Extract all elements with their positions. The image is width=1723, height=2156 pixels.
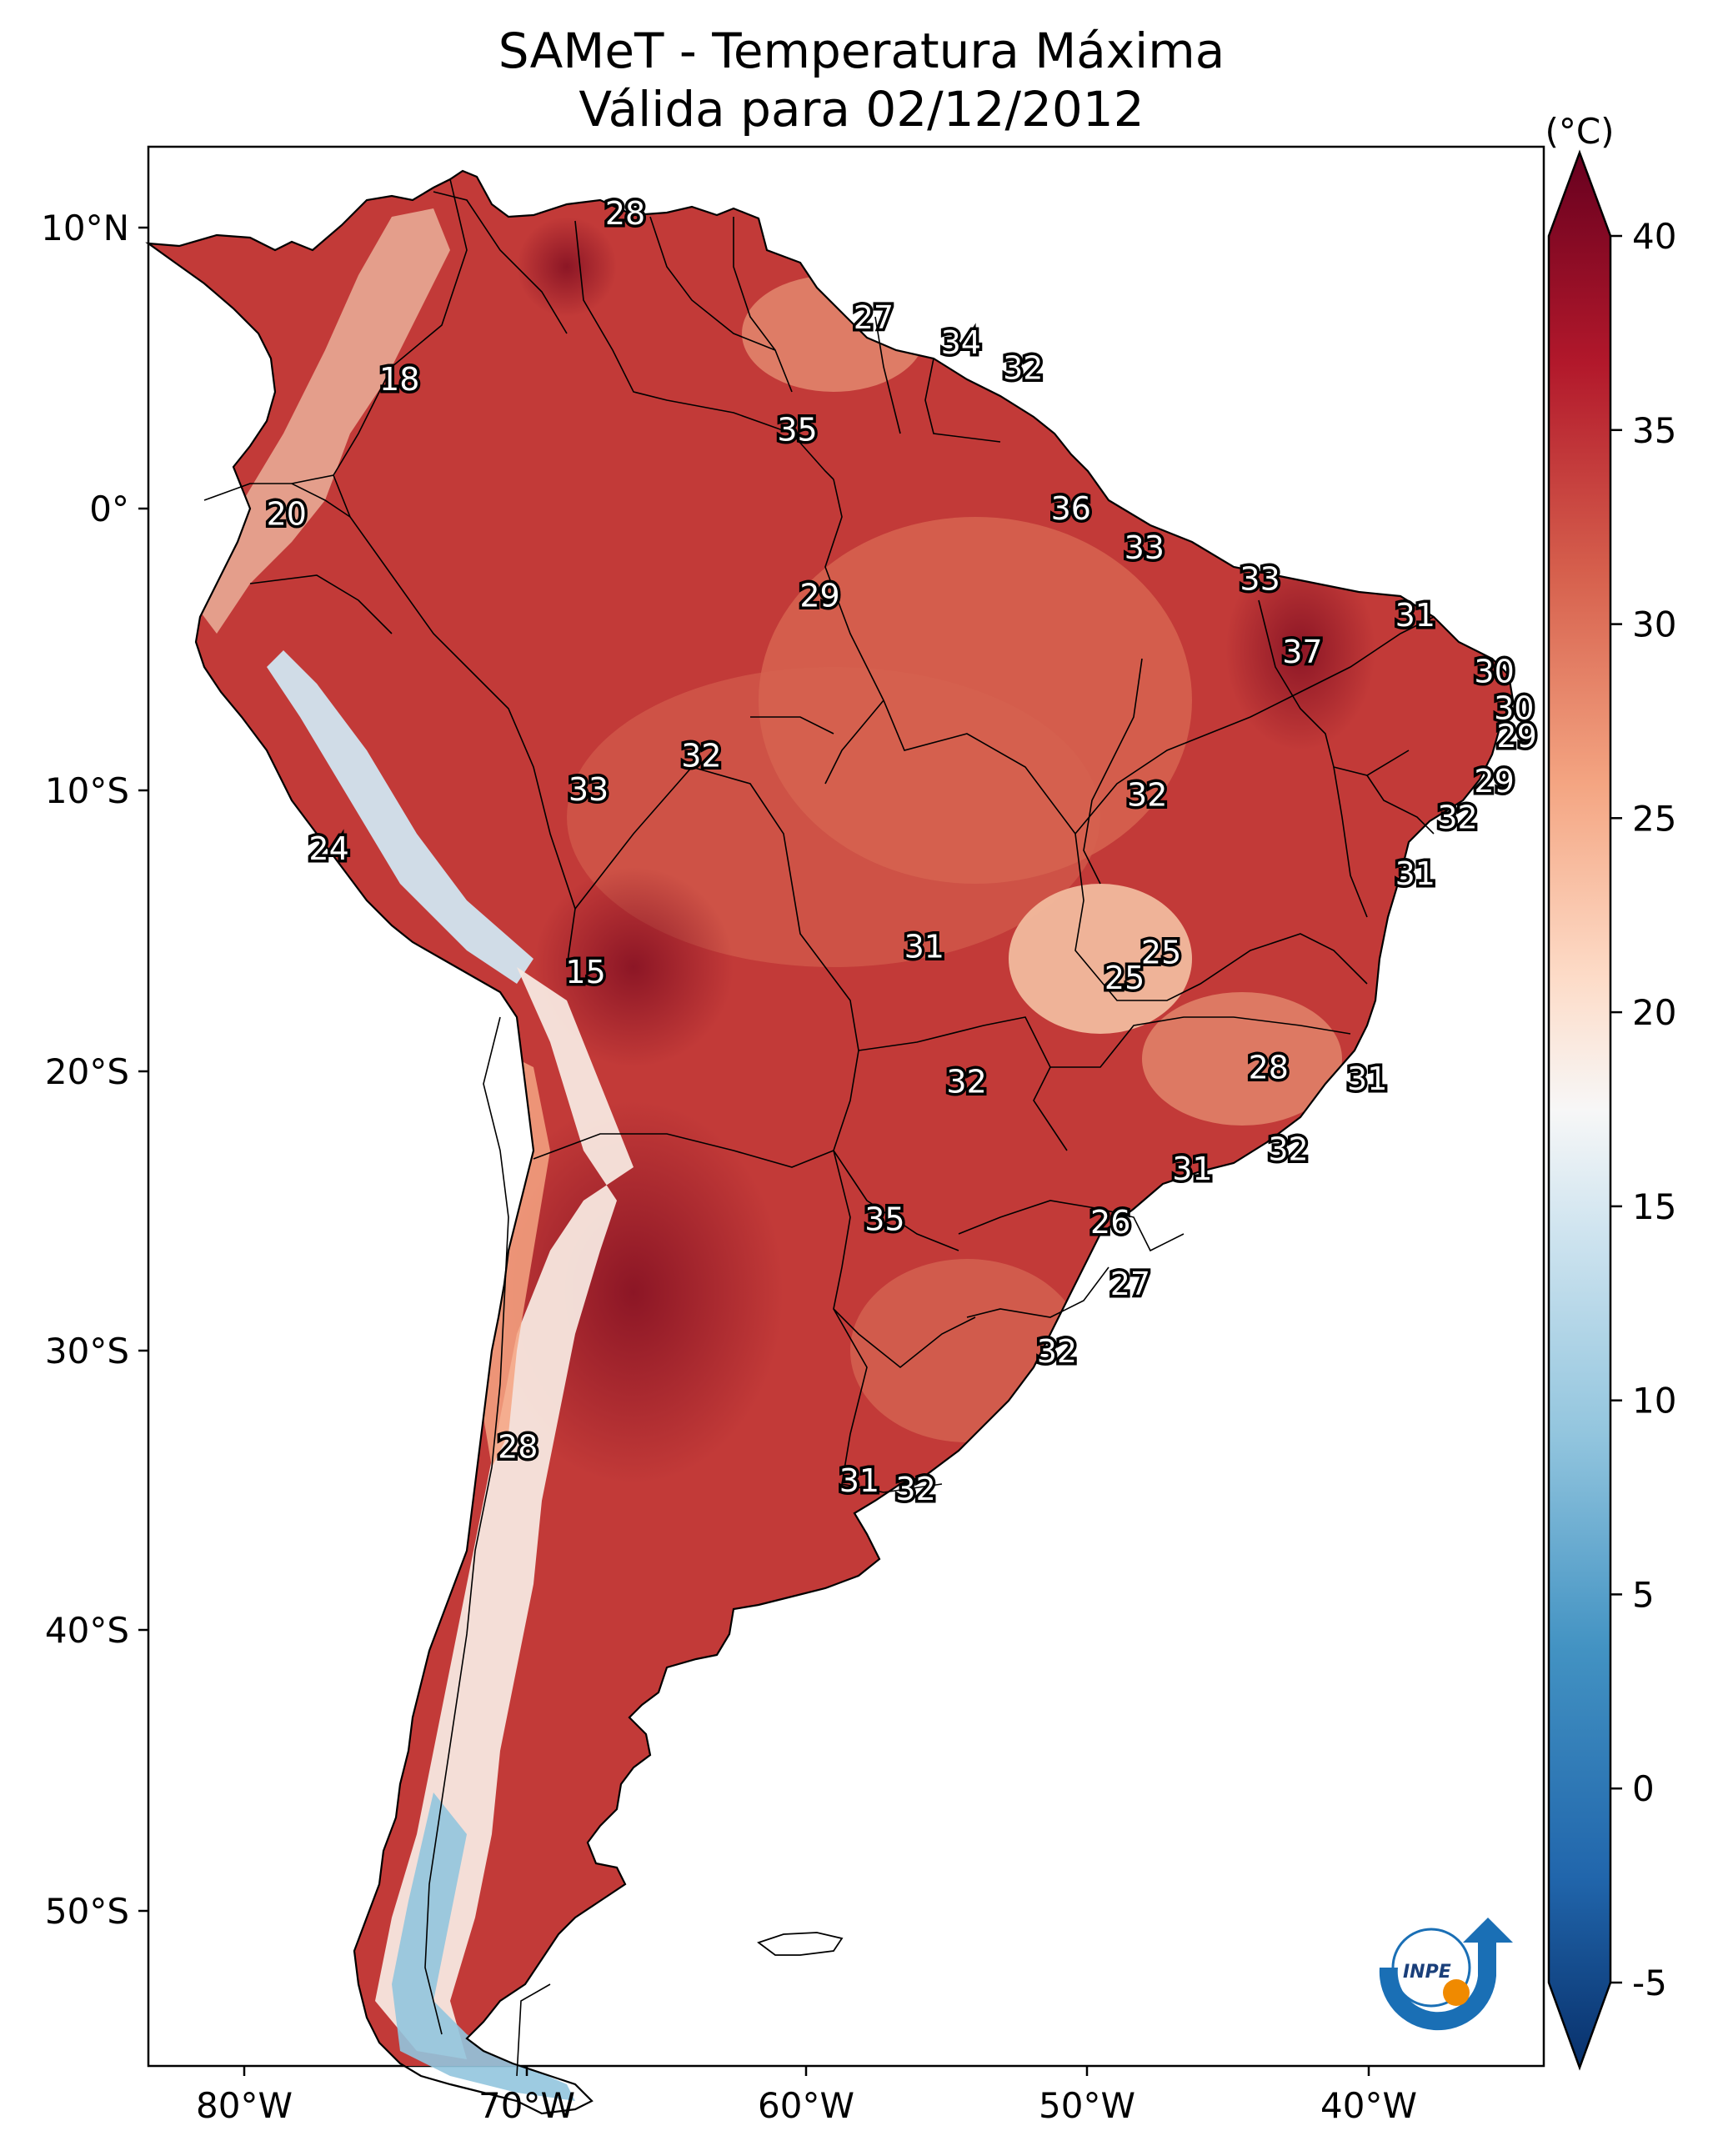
temperature-label: 31 (904, 929, 944, 965)
temperature-label: 18 (379, 361, 419, 398)
temperature-label: 30 (1494, 689, 1534, 726)
colorbar-unit: (°C) (1545, 111, 1614, 152)
latitude-axis: 10°N 0° 10°S 20°S 30°S 40°S 50°S (41, 208, 148, 1932)
temperature-label: 26 (1090, 1204, 1130, 1241)
longitude-axis: 80°W 70°W 60°W 50°W 40°W (196, 2066, 1417, 2126)
colorbar-tick-label: 25 (1632, 798, 1676, 839)
temperature-label: 32 (1268, 1131, 1308, 1167)
temperature-label: 32 (1127, 777, 1167, 814)
temperature-label: 33 (1124, 529, 1165, 566)
lat-tick-label: 50°S (45, 1891, 129, 1932)
logo-arrow (1379, 1918, 1513, 2031)
colorbar-tick-label: 30 (1632, 604, 1676, 645)
temperature-label: 29 (1474, 763, 1514, 800)
colorbar-tick-label: -5 (1632, 1963, 1667, 2003)
temperature-label: 31 (839, 1462, 879, 1499)
colorbar-ticks: 40 35 30 25 20 15 10 5 0 -5 (1610, 216, 1676, 2003)
colorbar-tick-label: 20 (1632, 992, 1676, 1033)
temperature-label: 29 (799, 578, 839, 614)
lat-tick-label: 10°S (45, 770, 129, 811)
temperature-label: 36 (1051, 490, 1091, 527)
borders (203, 178, 1435, 2077)
lon-tick-label: 40°W (1320, 2085, 1417, 2126)
lat-tick-label: 20°S (45, 1051, 129, 1092)
temperature-label: 28 (1249, 1050, 1289, 1086)
lon-tick-label: 60°W (758, 2085, 854, 2126)
temperature-label: 24 (308, 830, 348, 867)
inpe-logo: INPE (1379, 1918, 1513, 2031)
lat-tick-label: 30°S (45, 1331, 129, 1371)
temperature-label: 35 (777, 412, 817, 449)
temperature-label: 28 (498, 1429, 538, 1466)
temperature-label: 32 (1037, 1333, 1077, 1370)
colorbar-bar (1547, 149, 1612, 2071)
colorbar-tick-label: 0 (1632, 1768, 1655, 1809)
temperature-label: 25 (1141, 935, 1181, 971)
temperature-label: 15 (565, 954, 605, 990)
temperature-label: 27 (1110, 1266, 1150, 1302)
logo-text: INPE (1403, 1962, 1451, 1983)
colorbar-tick-label: 5 (1632, 1574, 1655, 1615)
lon-tick-label: 70°W (478, 2085, 575, 2126)
temperature-label: 31 (1347, 1060, 1387, 1097)
temperature-label: 33 (568, 771, 609, 808)
temperature-label: 28 (605, 195, 645, 232)
temperature-label: 25 (1104, 960, 1144, 996)
chart-title: SAMeT - Temperatura Máxima Válida para 0… (0, 22, 1723, 138)
temperature-label: 33 (1240, 560, 1280, 597)
title-line-2: Válida para 02/12/2012 (579, 81, 1144, 138)
temperature-label: 37 (1282, 634, 1322, 670)
temperature-label: 32 (946, 1064, 986, 1101)
colorbar-tick-label: 40 (1632, 216, 1676, 257)
colorbar: (°C) 40 35 30 25 20 15 10 5 0 -5 (1545, 111, 1676, 2071)
temperature-label: 34 (941, 324, 981, 361)
temperature-label: 32 (895, 1471, 935, 1507)
temperature-label: 27 (854, 299, 894, 336)
colorbar-tick-label: 35 (1632, 410, 1676, 451)
temperature-label: 20 (267, 496, 307, 533)
temperature-label: 30 (1474, 654, 1514, 690)
temperature-label: 32 (1003, 350, 1043, 387)
colorbar-tick-label: 10 (1632, 1381, 1676, 1421)
temperature-label: 31 (1172, 1151, 1212, 1187)
temperature-label: 35 (864, 1201, 904, 1238)
logo-orbit (1391, 1928, 1471, 2008)
colorbar-tick-label: 15 (1632, 1186, 1676, 1227)
lon-tick-label: 50°W (1039, 2085, 1135, 2126)
temperature-label: 29 (1496, 718, 1536, 755)
logo-sun (1443, 1979, 1470, 2006)
lon-tick-label: 80°W (196, 2085, 293, 2126)
temperature-label: 31 (1395, 855, 1435, 892)
falkland-islands (757, 1932, 844, 1956)
lat-tick-label: 10°N (41, 208, 129, 248)
temperature-label: 32 (681, 738, 721, 775)
title-line-1: SAMeT - Temperatura Máxima (498, 23, 1225, 79)
temperature-label: 32 (1437, 800, 1477, 836)
lat-tick-label: 0° (89, 489, 129, 529)
temperature-label: 31 (1395, 597, 1435, 634)
lat-tick-label: 40°S (45, 1610, 129, 1651)
